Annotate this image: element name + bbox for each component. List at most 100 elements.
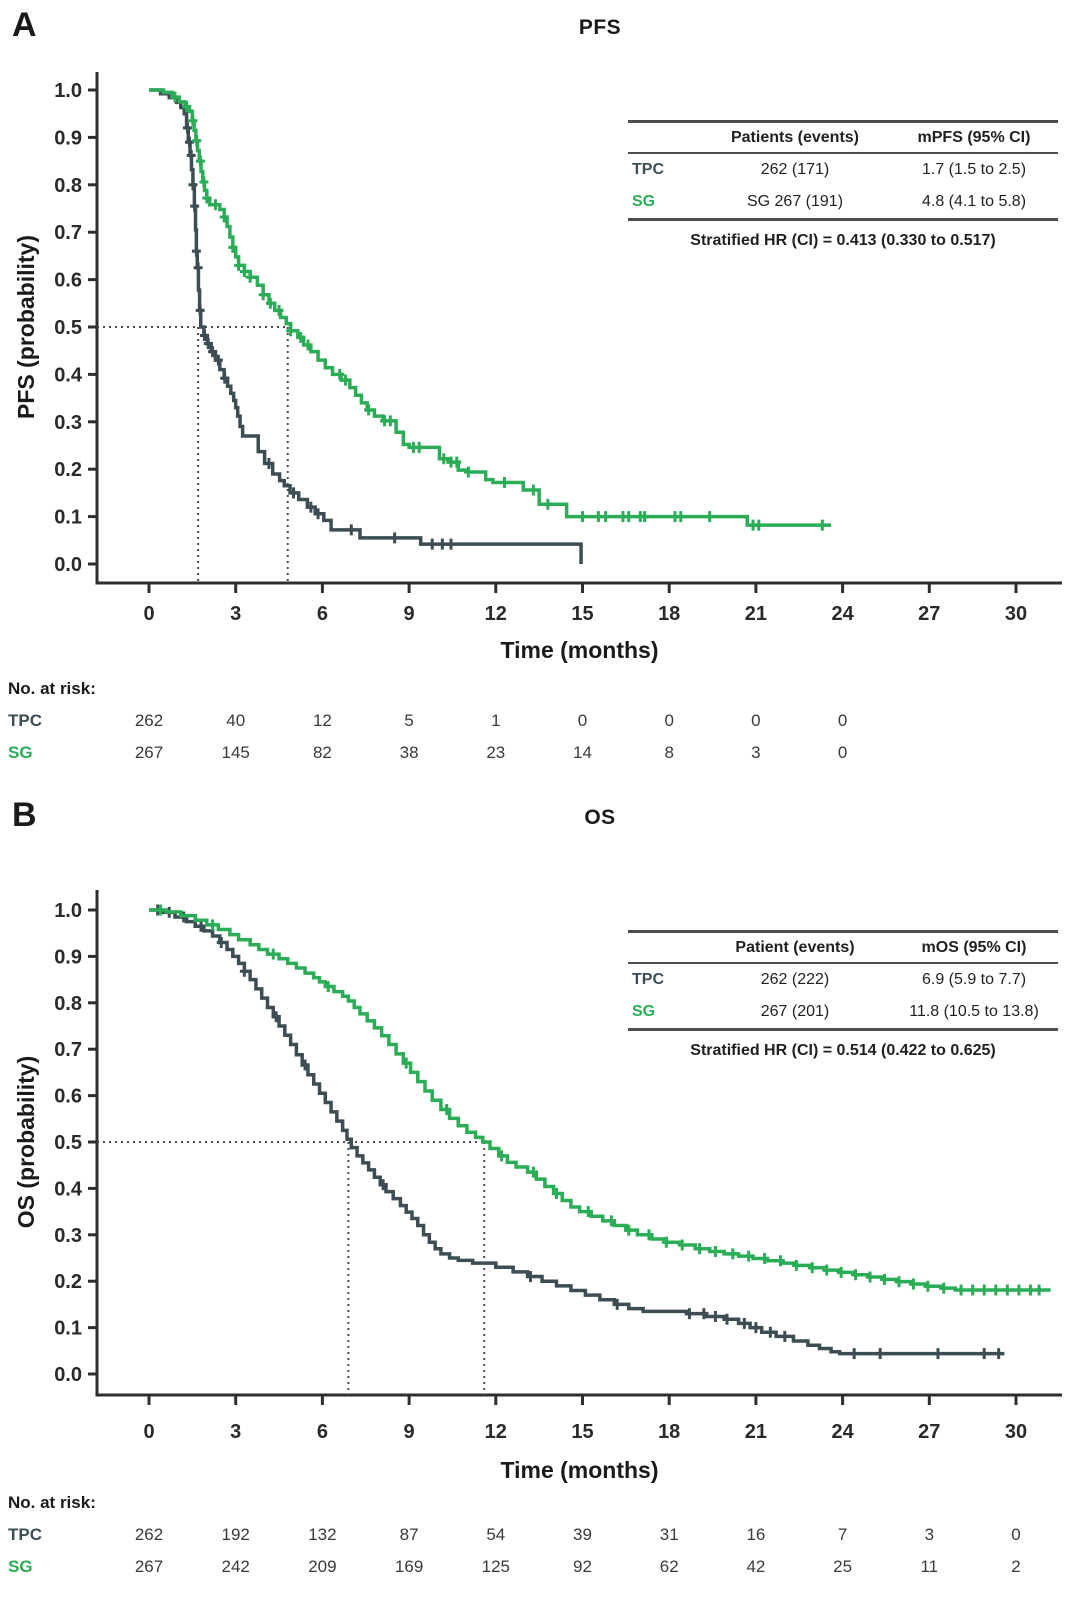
risk-count: 5: [404, 711, 413, 730]
km-plot-os: 0.0 0.1 0.2 0.3 0.4 0.5 0.6 0.7 0.8 0.9 1.0 0 3 6 9 12 1…: [8, 890, 1062, 1576]
risk-row-label-tpc: TPC: [8, 1525, 42, 1544]
risk-count: 31: [660, 1525, 679, 1544]
risk-count: 25: [833, 1557, 852, 1576]
x-tick-label: 12: [485, 603, 507, 625]
summary-header-median: mPFS (95% CI): [890, 121, 1058, 154]
risk-count: 8: [664, 743, 673, 762]
risk-count: 192: [222, 1525, 250, 1544]
risk-count: 42: [746, 1557, 765, 1576]
y-tick-label: 1.0: [54, 900, 82, 922]
risk-count: 54: [486, 1525, 505, 1544]
row-label-sg: SG: [632, 193, 656, 210]
os-summary-inset: Patient (events) mOS (95% CI) TPC 262 (2…: [628, 930, 1058, 1060]
y-tick-label: 0.1: [54, 1318, 82, 1340]
x-tick-label: 18: [658, 1421, 680, 1443]
panel-os: B OS 0.0 0.1 0.2 0.3 0.4 0.5 0.6 0.7 0.8 0.9 1.0 0 3…: [0, 790, 1080, 1604]
x-tick-label: 9: [404, 603, 415, 625]
risk-count: 145: [222, 743, 250, 762]
table-row-sg: SG 267 (201) 11.8 (10.5 to 13.8): [628, 996, 1058, 1030]
risk-count: 242: [222, 1557, 250, 1576]
summary-header-patients: Patients (events): [700, 121, 890, 154]
row-label-tpc: TPC: [632, 971, 664, 988]
table-row-sg: SG SG 267 (191) 4.8 (4.1 to 5.8): [628, 186, 1058, 220]
x-axis-title: Time (months): [500, 637, 658, 663]
risk-count: 14: [573, 743, 592, 762]
y-tick-label: 0.4: [54, 1178, 83, 1200]
os-summary-table: Patient (events) mOS (95% CI) TPC 262 (2…: [628, 930, 1058, 1031]
y-tick-label: 0.7: [54, 222, 82, 244]
x-tick-label: 15: [571, 1421, 593, 1443]
risk-count: 40: [226, 711, 245, 730]
risk-count: 267: [135, 1557, 163, 1576]
x-tick-label: 0: [143, 603, 154, 625]
x-tick-label: 3: [230, 1421, 241, 1443]
risk-row-label-sg: SG: [8, 1557, 33, 1576]
km-plot-pfs: 0.00.10.20.30.40.50.60.70.80.91.00 3 6 9 12 1…: [8, 72, 1062, 762]
km-curve-tpc: [149, 908, 1005, 1356]
sg-median-ci: 11.8 (10.5 to 13.8): [909, 1003, 1039, 1020]
x-tick-label: 9: [404, 1421, 415, 1443]
x-tick-label: 24: [831, 603, 854, 625]
risk-count: 1: [491, 711, 500, 730]
risk-count: 92: [573, 1557, 592, 1576]
x-tick-label: 6: [317, 1421, 328, 1443]
y-tick-label: 0.6: [54, 270, 82, 292]
row-label-sg: SG: [632, 1003, 656, 1020]
km-curve-tpc: [149, 88, 583, 564]
y-tick-label: 0.0: [54, 554, 82, 576]
risk-count: 39: [573, 1525, 592, 1544]
table-header-row: Patients (events) mPFS (95% CI): [628, 121, 1058, 154]
summary-header-median: mOS (95% CI): [890, 931, 1058, 964]
y-tick-label: 0.9: [54, 127, 82, 149]
risk-count: 0: [838, 743, 847, 762]
risk-count: 0: [578, 711, 587, 730]
x-tick-label: 0: [143, 1421, 154, 1443]
x-tick-label: 12: [485, 1421, 507, 1443]
panel-title-pfs: PFS: [578, 16, 622, 39]
risk-table-header: No. at risk:: [8, 679, 96, 698]
panel-pfs: A PFS 0.0 0.1 0.2 0.3 0.4 0.5 0.6 0.7 0.8 0.9 1.0 0…: [0, 0, 1080, 790]
risk-row-label-sg: SG: [8, 743, 33, 762]
y-tick-label: 0.5: [54, 1132, 82, 1154]
risk-count: 2: [1011, 1557, 1020, 1576]
hr-annotation-pfs: Stratified HR (CI) = 0.413 (0.330 to 0.5…: [690, 232, 996, 249]
panel-title-os: OS: [584, 806, 616, 829]
risk-count: 209: [308, 1557, 336, 1576]
y-tick-label: 0.2: [54, 459, 82, 481]
x-tick-label: 30: [1005, 1421, 1027, 1443]
x-tick-label: 6: [317, 603, 328, 625]
risk-count: 3: [751, 743, 760, 762]
risk-count: 267: [135, 743, 163, 762]
panel-label-b: B: [12, 796, 37, 834]
pfs-summary-inset: Patients (events) mPFS (95% CI) TPC 262 …: [628, 120, 1058, 250]
summary-header-blank: [628, 121, 700, 154]
tpc-median-ci: 1.7 (1.5 to 2.5): [921, 161, 1027, 178]
risk-count: 82: [313, 743, 332, 762]
risk-count: 125: [482, 1557, 510, 1576]
risk-count: 62: [660, 1557, 679, 1576]
risk-count: 16: [746, 1525, 765, 1544]
x-tick-label: 30: [1005, 603, 1027, 625]
tpc-median-ci: 6.9 (5.9 to 7.7): [921, 971, 1027, 988]
x-tick-label: 3: [230, 603, 241, 625]
risk-count: 12: [313, 711, 332, 730]
risk-count: 23: [486, 743, 505, 762]
tpc-patients-events: 262 (171): [760, 161, 830, 178]
y-tick-label: 1.0: [54, 80, 82, 102]
risk-count: 0: [751, 711, 760, 730]
hr-annotation-os: Stratified HR (CI) = 0.514 (0.422 to 0.6…: [690, 1042, 996, 1059]
table-header-row: Patient (events) mOS (95% CI): [628, 931, 1058, 964]
sg-patients-events: SG 267 (191): [746, 193, 844, 210]
risk-count: 169: [395, 1557, 423, 1576]
y-tick-label: 0.1: [54, 507, 82, 529]
y-axis-title: PFS (probability): [13, 235, 39, 419]
risk-count: 11: [920, 1557, 938, 1576]
risk-count: 262: [135, 1525, 163, 1544]
x-tick-label: 18: [658, 603, 680, 625]
x-tick-label: 24: [831, 1421, 854, 1443]
y-tick-label: 0.6: [54, 1086, 82, 1108]
risk-count: 262: [135, 711, 163, 730]
risk-count: 132: [308, 1525, 336, 1544]
risk-count: 0: [1011, 1525, 1020, 1544]
sg-patients-events: 267 (201): [760, 1003, 830, 1020]
